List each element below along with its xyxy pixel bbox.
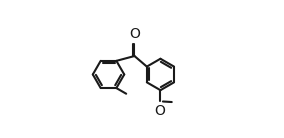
Text: O: O — [154, 104, 165, 118]
Text: O: O — [130, 27, 141, 41]
